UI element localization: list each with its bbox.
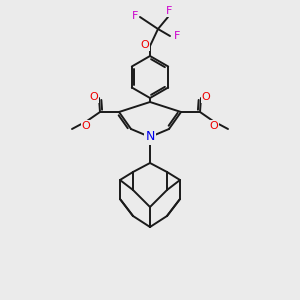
- Text: O: O: [202, 92, 210, 102]
- Text: O: O: [141, 40, 149, 50]
- Text: O: O: [82, 121, 90, 131]
- Text: F: F: [132, 11, 138, 21]
- Text: N: N: [145, 130, 155, 143]
- Text: O: O: [210, 121, 218, 131]
- Text: F: F: [166, 6, 172, 16]
- Text: F: F: [174, 31, 180, 41]
- Text: O: O: [90, 92, 98, 102]
